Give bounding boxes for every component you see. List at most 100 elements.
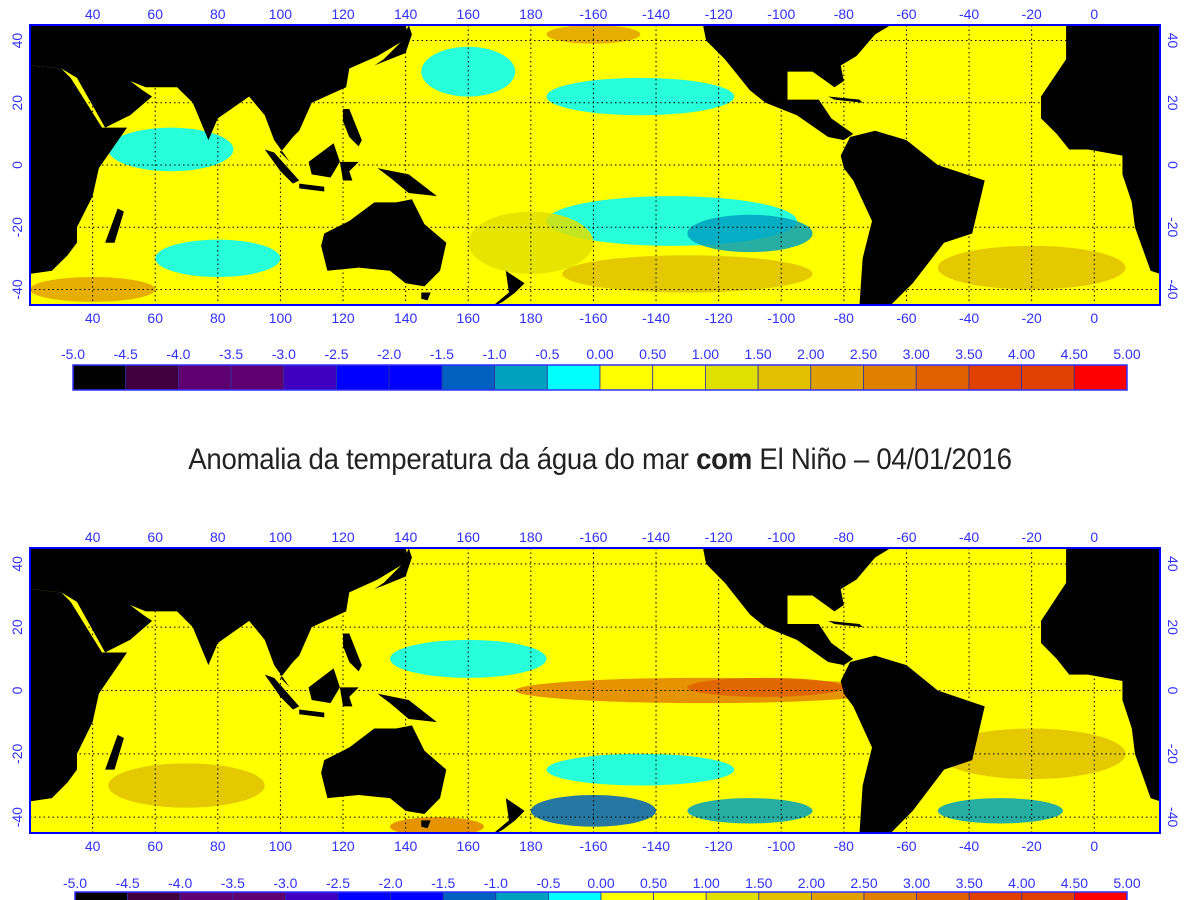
anomaly-region: [937, 798, 1063, 824]
anomaly-region: [546, 753, 735, 786]
lon-tick-label-top: -160: [579, 6, 607, 22]
colorbar-swatch: [390, 891, 444, 900]
lat-tick-label-right: 0: [1165, 687, 1181, 695]
land-java: [299, 709, 325, 718]
colorbar-label: 4.00: [1008, 875, 1035, 891]
lon-tick-label-bottom: 120: [331, 310, 355, 326]
colorbar-label: 1.00: [692, 346, 719, 362]
anomaly-region: [108, 763, 265, 808]
lat-tick-label-left: 20: [9, 619, 25, 635]
land-tasmania: [421, 820, 431, 829]
lat-tick-label-right: -20: [1165, 217, 1181, 237]
land-japan: [374, 25, 412, 66]
anomaly-region: [687, 677, 844, 697]
colorbar-swatch: [811, 891, 865, 900]
lon-tick-label-bottom: 180: [519, 838, 543, 854]
lon-tick-label-bottom: 160: [457, 838, 481, 854]
lon-tick-label-top: -120: [705, 6, 733, 22]
land-eurasia: [30, 548, 409, 688]
lon-tick-label-bottom: 140: [394, 838, 418, 854]
lon-tick-label-top: 40: [85, 6, 101, 22]
lon-tick-label-top: -140: [642, 6, 670, 22]
colorbar-swatch: [232, 891, 286, 900]
anomaly-region: [937, 245, 1126, 290]
lat-tick-label-left: 20: [9, 95, 25, 111]
lon-tick-label-top: -40: [959, 529, 979, 545]
colorbar-swatch: [72, 364, 127, 391]
land-australia: [321, 199, 447, 287]
land-sumatra: [264, 674, 300, 710]
colorbar-swatch: [705, 891, 760, 900]
anomaly-region: [687, 798, 813, 824]
anomaly-region: [108, 127, 234, 172]
lon-tick-label-top: -60: [896, 6, 916, 22]
land-cuba: [828, 96, 863, 103]
land-samerica: [840, 130, 985, 305]
colorbar-swatch: [337, 891, 391, 900]
lon-tick-label-top: -60: [896, 529, 916, 545]
lat-tick-label-right: -20: [1165, 744, 1181, 764]
lon-tick-label-top: 0: [1090, 6, 1098, 22]
anomaly-region: [937, 728, 1126, 780]
colorbar-label: -1.5: [430, 346, 454, 362]
land-eafrica: [1041, 25, 1160, 274]
figure-caption: Anomalia da temperatura da água do mar c…: [48, 443, 1152, 477]
anomaly-region: [389, 817, 484, 833]
lon-tick-label-top: -20: [1022, 529, 1042, 545]
colorbar-swatch: [652, 364, 706, 391]
colorbar-swatch: [495, 891, 549, 900]
lon-tick-label-bottom: 120: [331, 838, 355, 854]
lon-tick-label-bottom: 40: [85, 310, 101, 326]
map-body: [30, 548, 1160, 833]
anomaly-region: [562, 255, 813, 293]
colorbar-swatch: [177, 364, 232, 391]
lon-tick-label-top: 160: [457, 6, 481, 22]
colorbar-swatch: [968, 364, 1023, 391]
colorbar-label: 1.50: [745, 875, 772, 891]
colorbar-swatch: [968, 891, 1023, 900]
land-sumatra: [264, 149, 300, 184]
lon-tick-label-top: -120: [705, 529, 733, 545]
lon-tick-label-top: 80: [210, 529, 226, 545]
lon-tick-label-top: -100: [767, 6, 795, 22]
lon-tick-label-bottom: 100: [269, 838, 293, 854]
lat-tick-label-left: 40: [9, 556, 25, 572]
land-namerica: [702, 548, 891, 666]
lon-tick-label-bottom: -20: [1022, 310, 1042, 326]
lon-tick-label-bottom: -160: [579, 310, 607, 326]
colorbar-swatch: [388, 364, 443, 391]
land-africa: [30, 589, 128, 802]
colorbar-label: 2.00: [798, 875, 825, 891]
colorbar-swatch: [442, 891, 497, 900]
land-namerica: [702, 25, 891, 141]
map-top: 40 40 60 60 80 80 100 100 120 120 140 140 160 160 180 1…: [9, 6, 1181, 326]
colorbar-swatch: [284, 891, 339, 900]
land-madagascar: [105, 208, 124, 243]
colorbar-frame: [72, 364, 1128, 391]
colorbar-swatch: [74, 891, 128, 900]
lon-tick-label-top: 80: [210, 6, 226, 22]
lon-tick-label-bottom: -20: [1022, 838, 1042, 854]
lon-tick-label-top: 120: [331, 6, 355, 22]
lon-tick-label-bottom: -140: [642, 310, 670, 326]
colorbar-label: 0.50: [639, 346, 666, 362]
colorbar-swatch: [1074, 891, 1128, 900]
colorbar-label: -2.0: [379, 875, 403, 891]
colorbar-label: 3.50: [956, 875, 983, 891]
colorbar-label: 1.00: [693, 875, 720, 891]
lon-tick-label-top: -160: [579, 529, 607, 545]
lon-tick-label-top: 40: [85, 529, 101, 545]
lon-tick-label-top: -80: [834, 529, 854, 545]
land-eurasia: [30, 25, 409, 162]
colorbar-label: -5.0: [61, 346, 85, 362]
colorbar-label: -0.5: [535, 346, 559, 362]
colorbar-swatch: [915, 364, 970, 391]
colorbar-label: 0.00: [586, 346, 613, 362]
lon-tick-label-top: 140: [394, 6, 418, 22]
caption-date: El Niño – 04/01/2016: [752, 443, 1012, 476]
colorbar-label: -4.0: [166, 346, 190, 362]
caption-bold: com: [696, 443, 753, 476]
colorbar-label: -2.5: [324, 346, 348, 362]
lon-tick-label-top: -20: [1022, 6, 1042, 22]
